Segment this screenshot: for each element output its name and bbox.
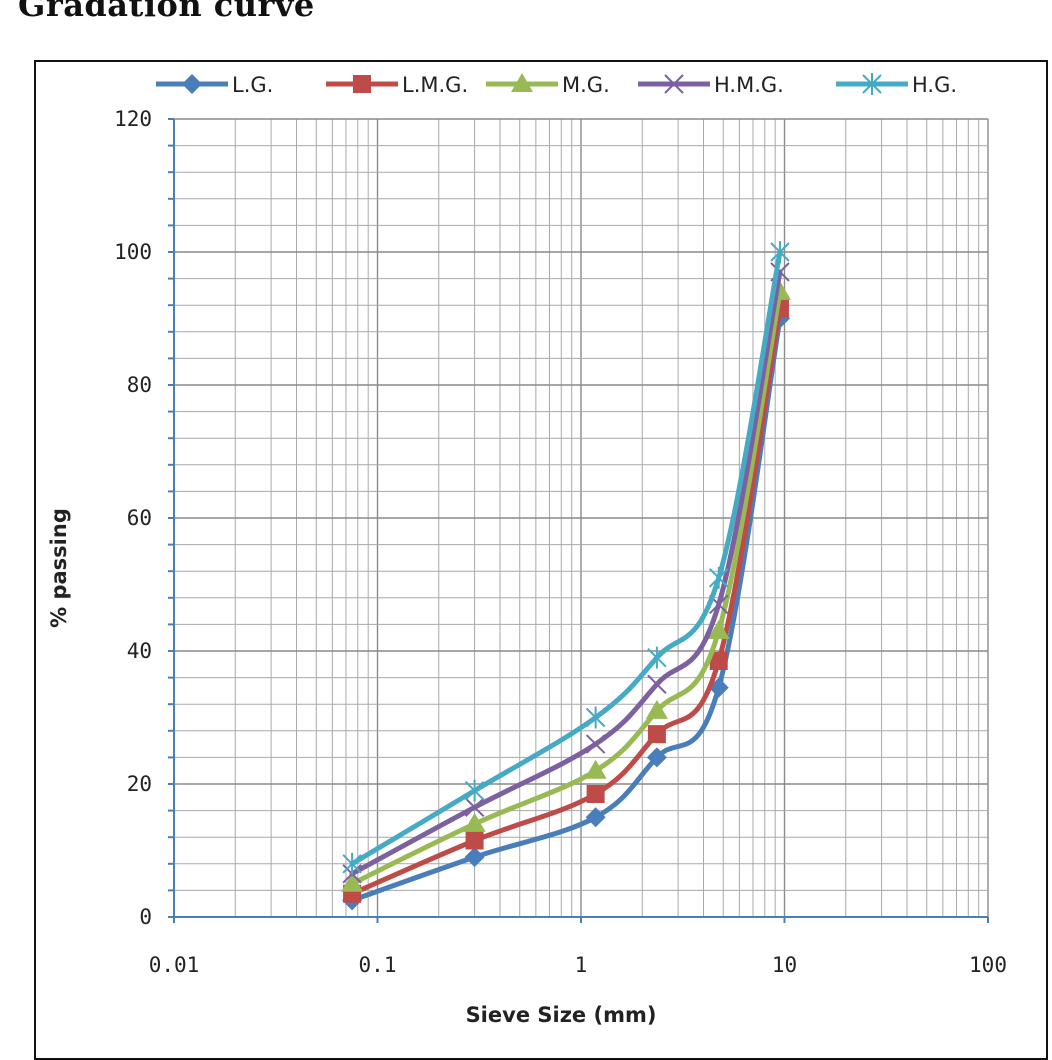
data-point-h-g	[770, 241, 790, 263]
legend-item-m-g: M.G.	[486, 73, 610, 97]
legend-label-m-g: M.G.	[562, 73, 610, 97]
data-point-h-g	[585, 706, 606, 729]
data-point-l-m-g	[465, 831, 484, 850]
chart-frame: 0 20 40 60 80 100 120 0.01 0.1 1 10 100 L.G. L.M.G. M…	[34, 60, 1048, 1060]
y-tick-label: 100	[114, 240, 152, 264]
series-layer	[341, 241, 791, 911]
data-point-m-g	[584, 759, 607, 779]
data-point-h-g	[647, 646, 667, 669]
x-axis-title: Sieve Size (mm)	[466, 1003, 657, 1027]
page-heading: Gradation curve	[18, 0, 315, 24]
data-point-m-g	[341, 872, 364, 892]
gradation-chart: 0 20 40 60 80 100 120 0.01 0.1 1 10 100 L.G. L.M.G. M…	[47, 73, 1007, 1027]
legend: L.G. L.M.G. M.G. H.M.G. H.G.	[156, 73, 957, 97]
legend-marker-h-g	[862, 73, 882, 95]
y-tick-label: 0	[139, 905, 152, 929]
data-point-h-m-g	[464, 797, 485, 817]
data-point-l-g	[585, 807, 606, 828]
data-point-m-g	[645, 699, 668, 719]
data-point-h-m-g	[647, 674, 667, 694]
x-tick-label: 0.1	[359, 953, 397, 977]
series-h-g	[342, 241, 790, 875]
axis-layer: 0 20 40 60 80 100 120 0.01 0.1 1 10 100	[114, 107, 1007, 977]
x-tick-label: 100	[969, 953, 1007, 977]
legend-marker-l-g	[182, 74, 202, 94]
data-point-l-g	[646, 747, 667, 768]
legend-label-h-g: H.G.	[912, 73, 957, 97]
y-tick-label: 80	[127, 373, 152, 397]
y-axis-title: % passing	[47, 508, 71, 628]
legend-marker-m-g	[511, 73, 533, 92]
legend-marker-h-m-g	[664, 74, 684, 94]
y-tick-label: 40	[127, 639, 152, 663]
legend-item-h-g: H.G.	[836, 73, 957, 97]
legend-label-l-m-g: L.M.G.	[402, 73, 468, 97]
data-point-h-g	[464, 779, 485, 802]
series-line-h-m-g	[349, 269, 783, 877]
data-point-h-m-g	[585, 734, 606, 754]
y-tick-label: 60	[127, 506, 152, 530]
data-point-m-g	[463, 812, 486, 832]
y-tick-label: 120	[114, 107, 152, 131]
legend-label-h-m-g: H.M.G.	[714, 73, 784, 97]
grid-layer	[173, 118, 989, 918]
data-point-h-g	[342, 852, 362, 875]
legend-label-l-g: L.G.	[232, 73, 273, 97]
y-tick-label: 20	[127, 772, 152, 796]
data-point-h-g	[709, 566, 729, 589]
series-h-m-g	[342, 262, 790, 884]
data-point-m-g	[707, 620, 730, 640]
x-tick-label: 0.01	[149, 953, 200, 977]
data-point-l-m-g	[709, 651, 728, 670]
legend-item-l-m-g: L.M.G.	[326, 73, 468, 97]
data-point-l-m-g	[647, 725, 666, 744]
legend-item-h-m-g: H.M.G.	[638, 73, 784, 97]
series-line-h-g	[349, 249, 783, 867]
x-tick-label: 1	[575, 953, 588, 977]
data-point-l-g	[464, 847, 485, 868]
legend-item-l-g: L.G.	[156, 73, 273, 97]
x-tick-label: 10	[772, 953, 797, 977]
data-point-l-m-g	[586, 784, 605, 803]
legend-marker-l-m-g	[353, 75, 371, 93]
